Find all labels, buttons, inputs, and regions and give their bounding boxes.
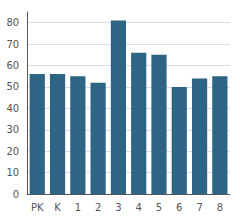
svg-text:80: 80: [6, 17, 19, 28]
svg-text:4: 4: [136, 202, 142, 213]
svg-text:7: 7: [196, 202, 202, 213]
svg-text:40: 40: [6, 103, 19, 114]
svg-text:3: 3: [115, 202, 121, 213]
svg-text:1: 1: [75, 202, 81, 213]
svg-text:5: 5: [156, 202, 162, 213]
svg-text:PK: PK: [31, 202, 44, 213]
svg-text:K: K: [54, 202, 61, 213]
svg-text:60: 60: [6, 60, 19, 71]
svg-text:70: 70: [6, 39, 19, 50]
svg-text:0: 0: [13, 189, 19, 200]
svg-text:6: 6: [176, 202, 182, 213]
svg-text:50: 50: [6, 81, 19, 92]
svg-text:10: 10: [6, 167, 19, 178]
svg-text:8: 8: [217, 202, 223, 213]
svg-text:30: 30: [6, 124, 19, 135]
svg-text:20: 20: [6, 146, 19, 157]
svg-text:2: 2: [95, 202, 101, 213]
